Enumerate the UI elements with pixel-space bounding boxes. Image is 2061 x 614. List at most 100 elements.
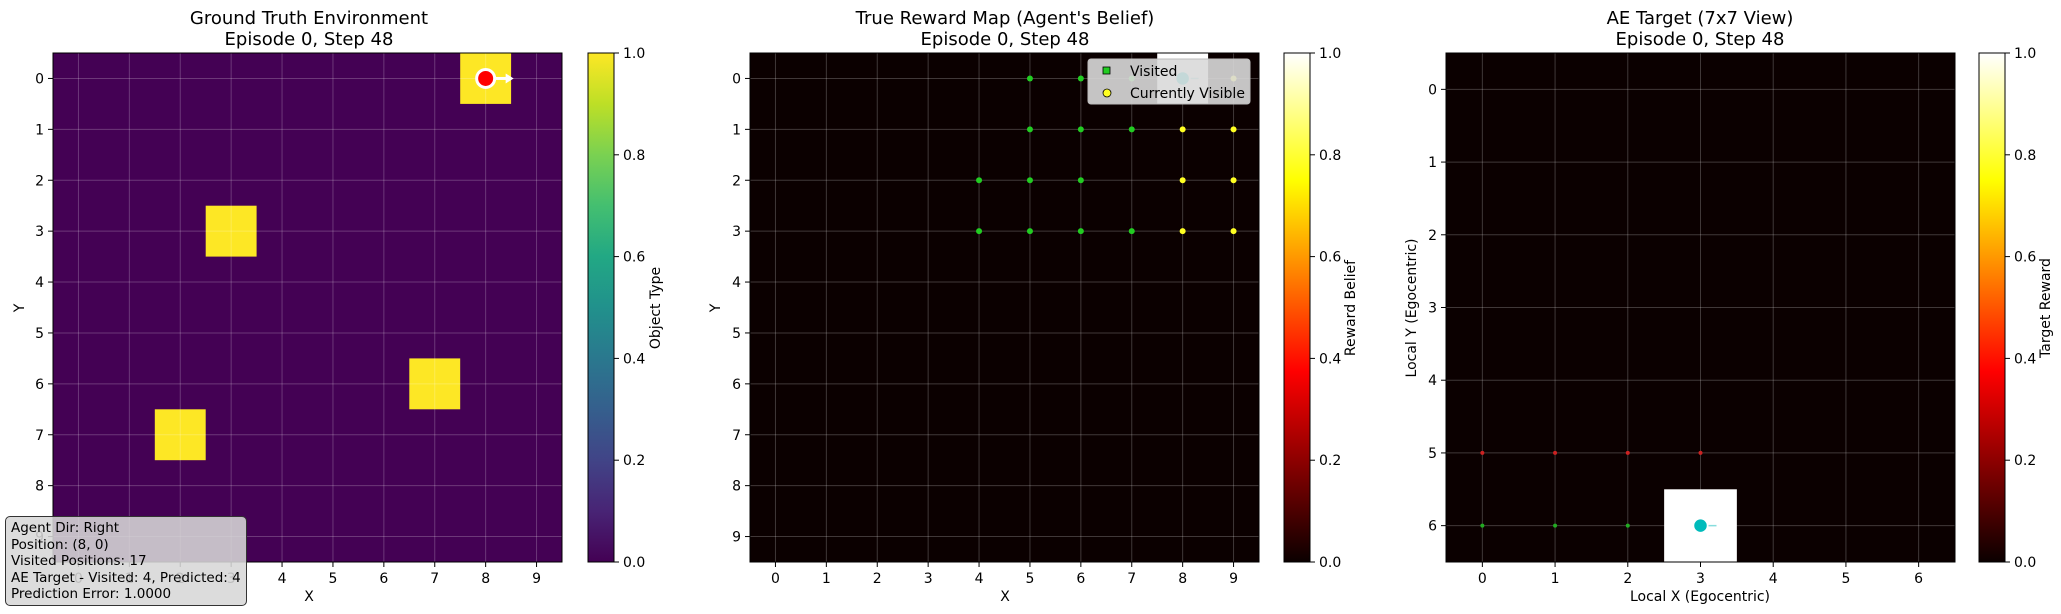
heatmap-background (1446, 53, 1955, 562)
panel2-ylabel: Y (708, 303, 724, 313)
panel2-title-line2: Episode 0, Step 48 (921, 29, 1090, 50)
panel3-title-line1: AE Target (7x7 View) (1607, 8, 1794, 29)
y-tick-label: 5 (732, 326, 741, 342)
x-tick-label: 5 (1025, 571, 1034, 587)
x-tick-label: 7 (430, 571, 439, 587)
y-tick-label: 3 (35, 224, 44, 240)
plot-frame (52, 52, 563, 563)
plot-frame (749, 52, 1260, 563)
y-tick-label: 3 (1428, 301, 1437, 317)
panel1-xlabel: X (304, 589, 314, 605)
panel3-colorbar-label: Target Reward (2038, 258, 2054, 359)
panel1-colorbar-label: Object Type (648, 267, 664, 349)
panel2-colorbar (1283, 52, 1311, 563)
colorbar-tick-label: 0.0 (623, 555, 645, 571)
x-tick-label: 3 (1696, 571, 1705, 587)
visited-point (976, 177, 983, 184)
y-tick-label: 2 (35, 173, 44, 189)
y-tick-label: 4 (1428, 373, 1437, 389)
colorbar-tick-label: 1.0 (623, 46, 645, 62)
panel1-title-line2: Episode 0, Step 48 (225, 29, 394, 50)
x-tick-label: 4 (975, 571, 984, 587)
colorbar-tick-label: 0.4 (2014, 351, 2036, 367)
y-tick-label: 8 (732, 479, 741, 495)
panel1-plot-area (52, 52, 563, 563)
visited-point (1077, 126, 1084, 133)
panel2-colorbar-label: Reward Belief (1343, 259, 1359, 356)
legend-frame (1087, 58, 1251, 105)
y-tick-label: 1 (1428, 155, 1437, 171)
legend-visited-marker (1102, 66, 1111, 75)
colorbar-tick-label: 0.6 (623, 250, 645, 266)
colorbar-tick-label: 0.8 (2014, 148, 2036, 164)
colorbar-tick-label: 0.8 (1319, 148, 1341, 164)
panel3-plot-area (1445, 52, 1956, 563)
target-point-red (1698, 450, 1703, 455)
info-agent-dir: Agent Dir: Right (11, 520, 120, 536)
x-tick-label: 0 (771, 571, 780, 587)
panel3-title-line2: Episode 0, Step 48 (1616, 29, 1785, 50)
legend-visited-label: Visited (1130, 64, 1177, 80)
x-tick-label: 6 (1914, 571, 1923, 587)
target-point-green (1480, 523, 1485, 528)
x-tick-label: 9 (532, 571, 541, 587)
panel2-plot-area (749, 52, 1260, 563)
info-position: Position: (8, 0) (11, 536, 109, 553)
target-point-red (1480, 450, 1485, 455)
panel-ae-target: AE Target (7x7 View) Episode 0, Step 48 … (1404, 8, 2054, 605)
agent-marker (475, 67, 497, 89)
y-tick-label: 0 (35, 71, 44, 87)
target-point-green (1625, 523, 1630, 528)
target-point-green (1553, 523, 1558, 528)
panel3-x-ticks: 0 1 2 3 4 5 6 (1478, 562, 1923, 587)
info-visited-positions: Visited Positions: 17 (11, 553, 147, 569)
visible-point (1179, 126, 1186, 133)
y-tick-label: 2 (1428, 228, 1437, 244)
panel-ground-truth: Ground Truth Environment Episode 0, Step… (12, 8, 664, 605)
visited-point (1077, 228, 1084, 235)
y-tick-label: 5 (35, 326, 44, 342)
visible-point (1230, 228, 1237, 235)
x-tick-label: 9 (1229, 571, 1238, 587)
heatmap-background (750, 53, 1259, 562)
panel2-colorbar-ticks: 0.0 0.2 0.4 0.6 0.8 1.0 (1310, 46, 1341, 571)
x-tick-label: 4 (278, 571, 287, 587)
visited-point (976, 228, 983, 235)
visited-point (1026, 126, 1033, 133)
panel2-y-ticks: 0 1 2 3 4 5 6 7 8 9 (732, 71, 750, 546)
visited-point (1077, 177, 1084, 184)
x-tick-label: 6 (379, 571, 388, 587)
panel3-y-ticks: 0 1 2 3 4 5 6 (1428, 82, 1446, 535)
x-tick-label: 8 (1178, 571, 1187, 587)
info-ae-target: AE Target - Visited: 4, Predicted: 4 (11, 569, 241, 586)
panel-reward-map: True Reward Map (Agent's Belief) Episode… (708, 8, 1359, 605)
panel2-title-line1: True Reward Map (Agent's Belief) (855, 8, 1155, 29)
heatmap-cell (205, 205, 257, 257)
x-tick-label: 0 (1478, 571, 1487, 587)
visited-point (1026, 228, 1033, 235)
y-tick-label: 9 (732, 530, 741, 546)
panel2-x-ticks: 0 1 2 3 4 5 6 7 8 9 (771, 562, 1238, 587)
colorbar-tick-label: 0.8 (623, 148, 645, 164)
colorbar-tick-label: 0.0 (2014, 555, 2036, 571)
y-tick-label: 7 (732, 428, 741, 444)
agent-marker (1692, 517, 1709, 534)
panel1-title-line1: Ground Truth Environment (190, 8, 428, 29)
legend-visible-label: Currently Visible (1130, 86, 1245, 102)
visited-point (1128, 126, 1135, 133)
y-tick-label: 4 (732, 275, 741, 291)
y-tick-label: 6 (35, 377, 44, 393)
heatmap-cell (154, 409, 206, 461)
agent-arrow-head (505, 73, 514, 84)
y-tick-label: 3 (732, 224, 741, 240)
legend-visible-marker (1102, 88, 1112, 98)
panel3-ylabel: Local Y (Egocentric) (1404, 239, 1420, 378)
visited-point (1026, 177, 1033, 184)
visited-point (1026, 75, 1033, 82)
x-tick-label: 3 (924, 571, 933, 587)
y-tick-label: 2 (732, 173, 741, 189)
visible-point (1230, 126, 1237, 133)
y-tick-label: 8 (35, 479, 44, 495)
heatmap-background (53, 53, 562, 562)
